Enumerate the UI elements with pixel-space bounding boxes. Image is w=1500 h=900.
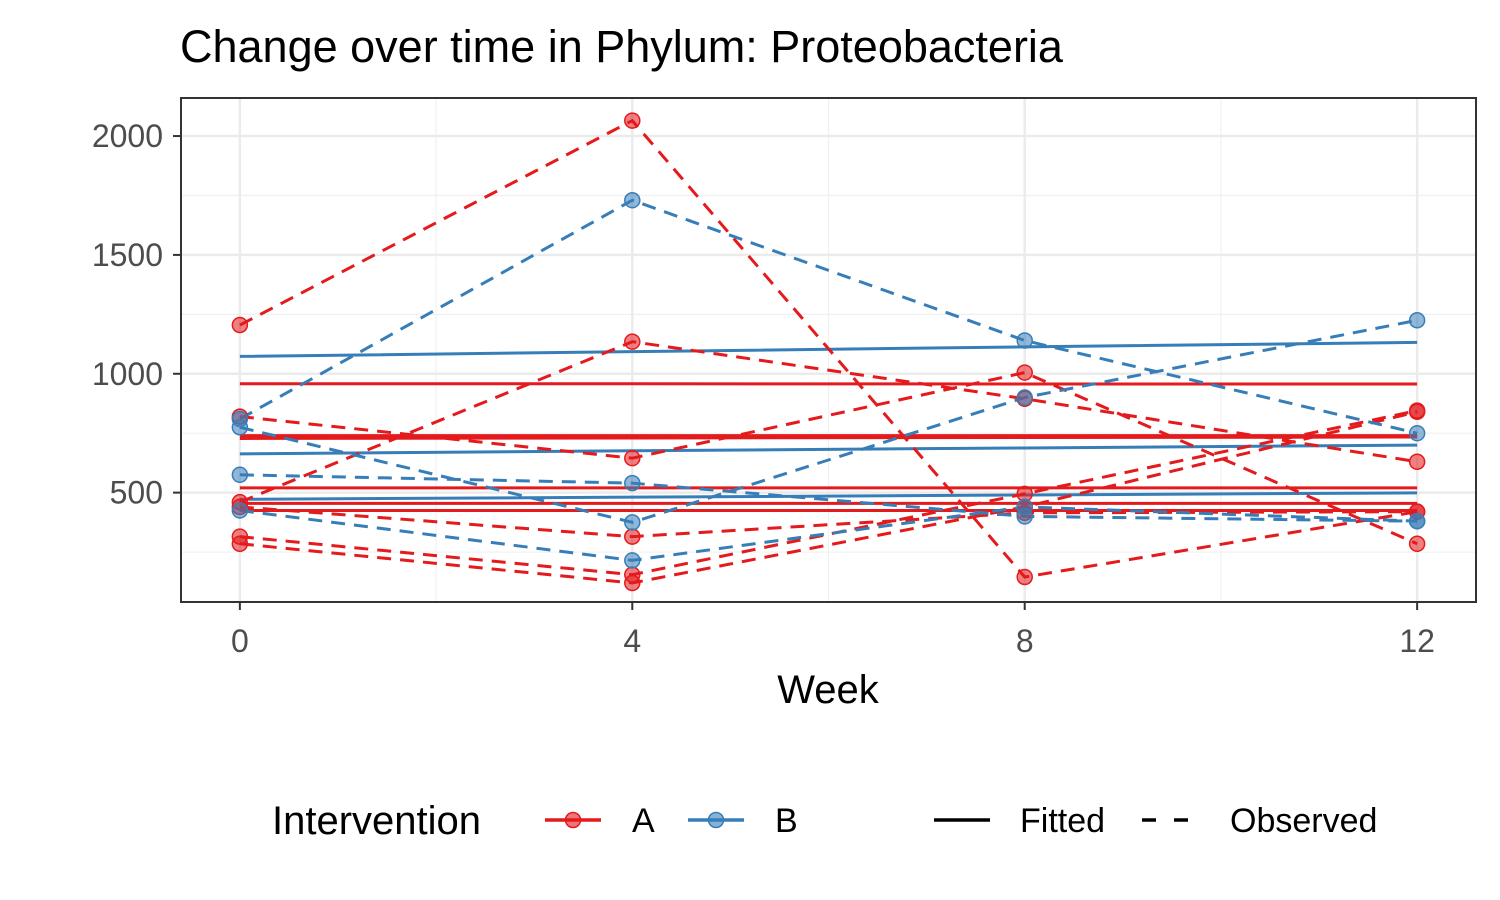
legend: Intervention A B Fitted Observed — [272, 799, 1377, 843]
data-point-A — [1408, 453, 1426, 470]
observed-points — [231, 112, 1426, 592]
data-point-B — [231, 419, 249, 436]
data-point-B — [231, 466, 249, 484]
plot-panel-border — [180, 97, 1477, 603]
x-tick-label: 4 — [623, 623, 641, 659]
observed-line-A — [239, 505, 1418, 539]
x-axis-label: Week — [777, 668, 880, 712]
legend-label-B: B — [775, 802, 798, 840]
x-tick-label: 0 — [231, 623, 249, 659]
observed-line-B — [239, 505, 1418, 562]
observed-line-A — [239, 118, 1418, 579]
observed-lines — [239, 118, 1418, 585]
data-point-B — [1408, 512, 1426, 530]
legend-key-point-B — [707, 811, 725, 829]
axes: 500 1000 1500 2000 0 4 8 12 — [92, 118, 1435, 659]
observed-line-B — [239, 198, 1418, 435]
observed-line-A — [239, 371, 1418, 546]
observed-line-A — [239, 410, 1418, 585]
data-point-B — [1016, 332, 1033, 349]
data-point-A — [1016, 568, 1033, 586]
data-point-B — [624, 191, 641, 209]
legend-key-point-A — [564, 811, 582, 829]
chart-title: Change over time in Phylum: Proteobacter… — [180, 21, 1064, 72]
x-tick-label: 12 — [1399, 623, 1435, 659]
x-tick-label: 8 — [1016, 623, 1034, 659]
data-point-B — [1408, 424, 1426, 442]
data-point-A — [231, 535, 249, 553]
data-point-B — [624, 514, 641, 531]
grid — [181, 98, 1476, 602]
legend-linetype-label-fitted: Fitted — [1020, 802, 1105, 840]
fitted-line-A — [239, 435, 1418, 440]
data-point-A — [624, 574, 641, 592]
data-point-A — [1408, 535, 1426, 553]
data-point-A — [1408, 403, 1426, 421]
fitted-line-B — [239, 443, 1418, 456]
observed-line-A — [239, 340, 1418, 504]
data-point-B — [1016, 498, 1033, 516]
observed-line-B — [239, 473, 1418, 523]
data-point-B — [624, 552, 641, 569]
y-tick-label: 2000 — [92, 118, 163, 154]
data-point-A — [231, 316, 249, 334]
legend-title: Intervention — [272, 799, 481, 843]
observed-line-A — [239, 409, 1418, 577]
legend-label-A: A — [632, 802, 655, 840]
data-point-B — [1408, 312, 1426, 329]
data-point-A — [624, 449, 641, 467]
data-point-A — [624, 528, 641, 545]
data-point-B — [231, 502, 249, 519]
observed-line-B — [239, 318, 1418, 524]
y-tick-label: 500 — [110, 475, 163, 511]
y-tick-label: 1500 — [92, 237, 163, 273]
data-point-B — [624, 474, 641, 492]
data-point-A — [1016, 364, 1033, 381]
data-point-A — [624, 333, 641, 350]
data-point-B — [1016, 389, 1033, 406]
y-tick-label: 1000 — [92, 356, 163, 392]
fitted-line-B — [239, 491, 1418, 501]
data-point-A — [624, 112, 641, 129]
legend-linetype-label-observed: Observed — [1230, 802, 1377, 840]
